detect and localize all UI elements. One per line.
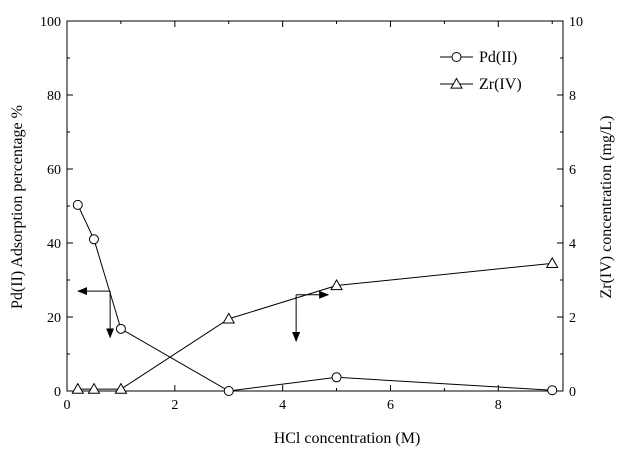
y-left-tick-label: 40 (47, 237, 61, 252)
x-tick-label: 4 (279, 398, 286, 413)
y-axis-right: 0 2 4 6 8 10 (557, 15, 583, 400)
y-right-tick-label: 0 (569, 385, 576, 400)
data-point-pd-ii (115, 323, 126, 334)
y-right-tick-label: 6 (569, 163, 576, 178)
x-tick-label: 0 (64, 398, 71, 413)
data-point-zr-iv (330, 279, 343, 291)
y-right-tick-label: 10 (569, 15, 583, 30)
y-right-tick-label: 2 (569, 311, 576, 326)
x-tick-label: 6 (387, 398, 394, 413)
data-point-pd-ii (547, 385, 558, 396)
annotation-layer (77, 287, 330, 343)
data-point-zr-iv (87, 382, 101, 394)
x-tick-label: 2 (171, 398, 178, 413)
legend: Pd(II) Zr(IV) (440, 49, 522, 93)
data-point-pd-ii (223, 386, 234, 396)
data-point-zr-iv (222, 312, 236, 324)
series-line-zr-iv (77, 262, 553, 390)
y-right-tick-label: 8 (569, 89, 576, 104)
y-axis-left-title: Pd(II) Adsorption percentage % (9, 105, 26, 309)
x-tick-label: 8 (495, 398, 502, 413)
legend-label-zr-iv: Zr(IV) (479, 76, 522, 93)
x-axis-title: HCl concentration (M) (274, 430, 421, 447)
data-point-zr-iv (114, 382, 128, 394)
series-line-pd-ii (77, 204, 553, 392)
data-point-zr-iv (71, 382, 85, 394)
y-axis-right-title: Zr(IV) concentration (mg/L) (598, 115, 615, 298)
data-point-pd-ii (331, 372, 342, 383)
y-left-tick-label: 80 (47, 89, 61, 104)
legend-label-pd-ii: Pd(II) (479, 49, 517, 66)
y-left-tick-label: 20 (47, 311, 61, 326)
legend-marker-pd-ii (451, 52, 462, 62)
legend-marker-zr-iv (450, 77, 463, 89)
y-left-tick-label: 0 (54, 385, 61, 400)
series-layer (71, 199, 559, 396)
y-axis-left: 0 20 40 60 80 100 (40, 15, 73, 400)
data-point-zr-iv (545, 256, 559, 268)
y-right-tick-label: 4 (569, 237, 576, 252)
data-point-pd-ii (72, 199, 83, 210)
y-left-tick-label: 60 (47, 163, 61, 178)
y-left-tick-label: 100 (40, 15, 61, 30)
data-point-pd-ii (88, 234, 99, 245)
